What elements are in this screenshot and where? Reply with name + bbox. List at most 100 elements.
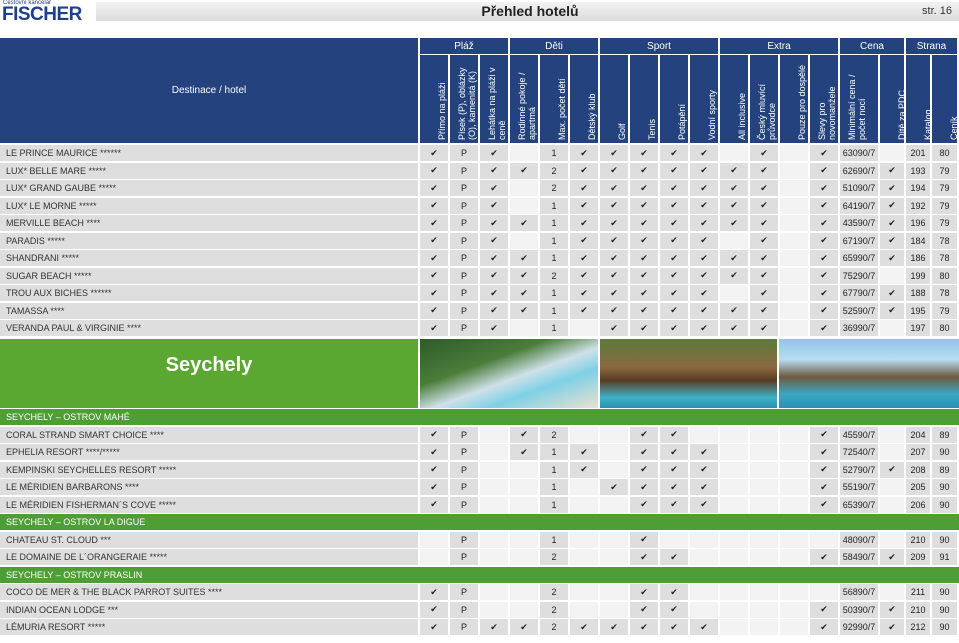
- cell: [600, 549, 628, 565]
- cell: [570, 496, 598, 513]
- check: ✔: [420, 145, 448, 161]
- group-header: Děti: [510, 38, 598, 54]
- check: ✔: [690, 302, 718, 319]
- check: ✔: [660, 320, 688, 336]
- cell: [570, 531, 598, 548]
- cell: 188: [906, 285, 930, 301]
- cell: [720, 461, 748, 478]
- check: ✔: [420, 444, 448, 460]
- check: ✔: [630, 285, 658, 301]
- check: ✔: [600, 285, 628, 301]
- check: ✔: [690, 250, 718, 266]
- hotel-name: INDIAN OCEAN LODGE ***: [0, 601, 418, 618]
- check: ✔: [480, 162, 508, 179]
- cell: P: [450, 601, 478, 618]
- check: ✔: [630, 302, 658, 319]
- check: ✔: [660, 197, 688, 214]
- hotel-name: LUX* LE MORNE *****: [0, 197, 418, 214]
- cell: [600, 461, 628, 478]
- check: ✔: [510, 619, 538, 635]
- cell: 52790/7: [840, 461, 878, 478]
- check: ✔: [480, 232, 508, 249]
- check: ✔: [880, 461, 904, 478]
- cell: 209: [906, 549, 930, 565]
- cell: [480, 496, 508, 513]
- check: ✔: [570, 215, 598, 231]
- check: ✔: [810, 250, 838, 266]
- brand-small: Cestovní kancelář: [3, 0, 52, 6]
- check: ✔: [810, 180, 838, 196]
- check: ✔: [750, 320, 778, 336]
- cell: [780, 250, 808, 266]
- check: ✔: [630, 601, 658, 618]
- cell: 63090/7: [840, 145, 878, 161]
- top-bar: Cestovní kancelář FISCHER Přehled hotelů…: [0, 0, 959, 25]
- hotel-name: COCO DE MER & THE BLACK PARROT SUITES **…: [0, 584, 418, 600]
- check: ✔: [510, 267, 538, 284]
- check: ✔: [600, 162, 628, 179]
- cell: [690, 549, 718, 565]
- cell: 90: [932, 479, 957, 495]
- cell: 2: [540, 619, 568, 635]
- check: ✔: [630, 619, 658, 635]
- cell: [480, 479, 508, 495]
- column-header: Dítě za PDC: [880, 55, 907, 143]
- check: ✔: [720, 197, 748, 214]
- cell: [480, 531, 508, 548]
- section-header: SEYCHELY – OSTROV LA DIGUE: [0, 514, 959, 530]
- cell: 65990/7: [840, 250, 878, 266]
- cell: 56890/7: [840, 584, 878, 600]
- group-header: Cena: [840, 38, 904, 54]
- cell: 2: [540, 584, 568, 600]
- check: ✔: [660, 285, 688, 301]
- cell: 80: [932, 320, 957, 336]
- check: ✔: [810, 444, 838, 460]
- check: ✔: [570, 180, 598, 196]
- photo: [600, 339, 777, 408]
- check: ✔: [660, 302, 688, 319]
- cell: 62690/7: [840, 162, 878, 179]
- check: ✔: [660, 180, 688, 196]
- cell: [810, 584, 838, 600]
- check: ✔: [630, 549, 658, 565]
- check: ✔: [690, 479, 718, 495]
- check: ✔: [420, 479, 448, 495]
- cell: [510, 584, 538, 600]
- hotel-name: EPHELIA RESORT ****/*****: [0, 444, 418, 460]
- cell: [780, 267, 808, 284]
- column-header: Ceník: [932, 55, 959, 143]
- check: ✔: [600, 232, 628, 249]
- check: ✔: [660, 162, 688, 179]
- check: ✔: [600, 619, 628, 635]
- cell: [570, 584, 598, 600]
- cell: 197: [906, 320, 930, 336]
- cell: [880, 444, 904, 460]
- check: ✔: [810, 601, 838, 618]
- cell: P: [450, 549, 478, 565]
- check: ✔: [690, 461, 718, 478]
- check: ✔: [720, 320, 748, 336]
- check: ✔: [880, 601, 904, 618]
- check: ✔: [750, 232, 778, 249]
- cell: P: [450, 426, 478, 443]
- cell: [750, 461, 778, 478]
- cell: 2: [540, 180, 568, 196]
- cell: 79: [932, 197, 957, 214]
- cell: [880, 531, 904, 548]
- cell: 2: [540, 267, 568, 284]
- check: ✔: [660, 584, 688, 600]
- check: ✔: [810, 232, 838, 249]
- check: ✔: [570, 145, 598, 161]
- cell: [510, 496, 538, 513]
- check: ✔: [810, 461, 838, 478]
- check: ✔: [660, 145, 688, 161]
- cell: 90: [932, 584, 957, 600]
- check: ✔: [720, 250, 748, 266]
- check: ✔: [690, 180, 718, 196]
- check: ✔: [420, 320, 448, 336]
- cell: [570, 426, 598, 443]
- cell: 90: [932, 601, 957, 618]
- cell: [720, 584, 748, 600]
- cell: [600, 444, 628, 460]
- check: ✔: [630, 162, 658, 179]
